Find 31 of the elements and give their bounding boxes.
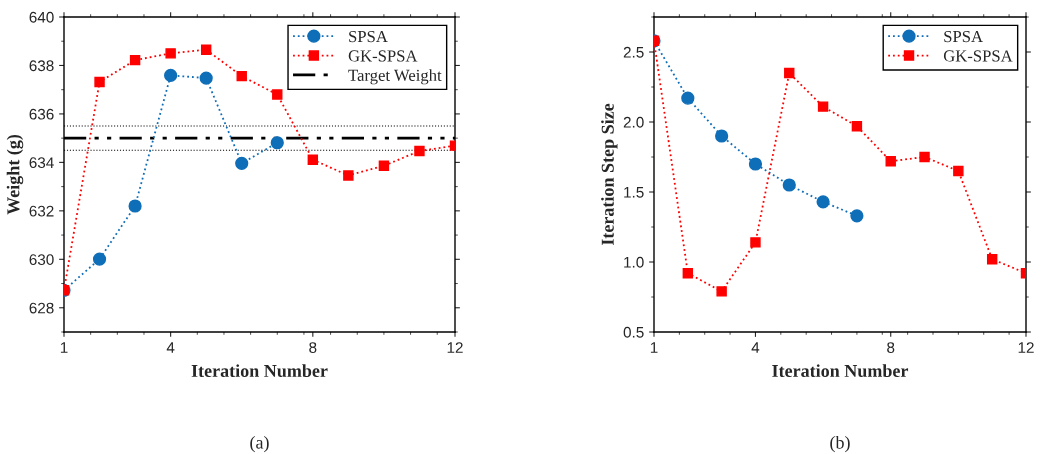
y-tick-label: 630 (29, 254, 54, 265)
legend-label: SPSA (349, 30, 388, 43)
x-tick-label: 8 (309, 342, 317, 353)
legend-label: SPSA (944, 30, 983, 43)
x-tick-label: 12 (1018, 342, 1034, 353)
y-tick-label: 628 (29, 302, 54, 314)
x-tick-label: 4 (751, 342, 760, 353)
text: (a) (250, 435, 269, 453)
y-axis-title: Weight (g) (6, 134, 24, 215)
y-tick-label: 640 (29, 11, 54, 23)
x-tick-label: 8 (887, 342, 895, 353)
x-tick-label: 12 (447, 342, 463, 353)
x-tick-label: 4 (166, 342, 175, 353)
x-axis-title: Iteration Number (191, 364, 328, 378)
x-tick-label: 1 (60, 342, 68, 353)
x-axis-title: Iteration Number (772, 364, 909, 378)
y-tick-label: 632 (29, 205, 54, 217)
legend-label: GK-SPSA (943, 50, 1013, 62)
y-tick-label: 634 (29, 157, 54, 169)
y-tick-label: 1.5 (624, 187, 644, 198)
y-tick-label: 2.0 (623, 116, 644, 128)
y-axis-title: Iteration Step Size (601, 103, 618, 246)
legend-label: GK-SPSA (348, 50, 418, 62)
x-tick-label: 1 (650, 342, 658, 353)
y-tick-label: 0.5 (623, 326, 644, 338)
y-tick-label: 636 (29, 108, 54, 120)
legend-label: Target Weight (348, 69, 442, 85)
text: (b) (830, 435, 850, 453)
y-tick-label: 638 (29, 60, 54, 72)
y-tick-label: 1.0 (624, 256, 644, 268)
y-tick-label: 2.5 (623, 46, 644, 58)
